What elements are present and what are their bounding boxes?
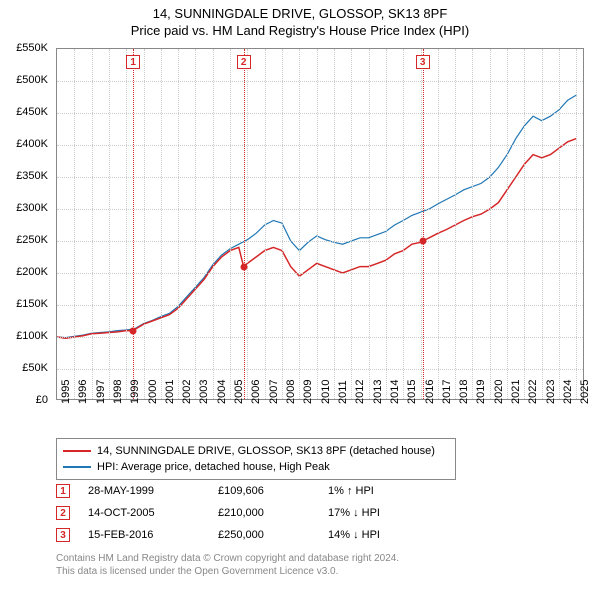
sale-marker-1-icon: 1 (56, 484, 70, 498)
attribution-line-1: Contains HM Land Registry data © Crown c… (56, 552, 399, 565)
x-tick-label: 2020 (493, 380, 505, 404)
legend-label-hpi: HPI: Average price, detached house, High… (97, 461, 330, 473)
sale-row-3: 3 15-FEB-2016 £250,000 14% ↓ HPI (56, 524, 438, 546)
y-tick-label: £150K (16, 298, 48, 310)
sale-row-1: 1 28-MAY-1999 £109,606 1% ↑ HPI (56, 480, 438, 502)
y-tick-label: £200K (16, 266, 48, 278)
x-tick-label: 2007 (268, 380, 280, 404)
x-tick-label: 2015 (406, 380, 418, 404)
sale-marker-box: 2 (237, 55, 251, 69)
y-tick-label: £300K (16, 202, 48, 214)
sale-marker-box: 3 (416, 55, 430, 69)
sale-marker-box: 1 (126, 55, 140, 69)
sale-date-2: 14-OCT-2005 (88, 507, 218, 519)
sale-marker-dot (130, 327, 137, 334)
x-tick-label: 2018 (458, 380, 470, 404)
title-block: 14, SUNNINGDALE DRIVE, GLOSSOP, SK13 8PF… (0, 0, 600, 40)
x-tick-label: 2009 (302, 380, 314, 404)
sale-price-3: £250,000 (218, 529, 328, 541)
x-tick-label: 2000 (147, 380, 159, 404)
title-line-1: 14, SUNNINGDALE DRIVE, GLOSSOP, SK13 8PF (0, 6, 600, 23)
y-axis-labels: £0£50K£100K£150K£200K£250K£300K£350K£400… (0, 48, 52, 400)
title-line-2: Price paid vs. HM Land Registry's House … (0, 23, 600, 40)
x-tick-label: 2019 (475, 380, 487, 404)
legend-swatch-hpi (63, 466, 91, 468)
x-tick-label: 2021 (510, 380, 522, 404)
sale-date-3: 15-FEB-2016 (88, 529, 218, 541)
x-tick-label: 2023 (545, 380, 557, 404)
legend-label-address: 14, SUNNINGDALE DRIVE, GLOSSOP, SK13 8PF… (97, 445, 435, 457)
y-tick-label: £550K (16, 42, 48, 54)
x-tick-label: 2008 (285, 380, 297, 404)
x-tick-label: 2025 (579, 380, 591, 404)
x-tick-label: 1995 (60, 380, 72, 404)
y-tick-label: £250K (16, 234, 48, 246)
sale-delta-3: 14% ↓ HPI (328, 529, 438, 541)
x-tick-label: 2005 (233, 380, 245, 404)
sale-delta-2: 17% ↓ HPI (328, 507, 438, 519)
y-tick-label: £50K (22, 362, 48, 374)
x-tick-label: 2010 (320, 380, 332, 404)
legend-row-address: 14, SUNNINGDALE DRIVE, GLOSSOP, SK13 8PF… (63, 443, 449, 459)
y-tick-label: £100K (16, 330, 48, 342)
x-tick-label: 2024 (562, 380, 574, 404)
chart-svg (57, 49, 583, 399)
x-tick-label: 1997 (95, 380, 107, 404)
sale-row-2: 2 14-OCT-2005 £210,000 17% ↓ HPI (56, 502, 438, 524)
y-tick-label: £400K (16, 138, 48, 150)
x-tick-label: 2001 (164, 380, 176, 404)
sale-marker-2-icon: 2 (56, 506, 70, 520)
sale-price-1: £109,606 (218, 485, 328, 497)
y-tick-label: £0 (36, 394, 48, 406)
x-tick-label: 2002 (181, 380, 193, 404)
sale-price-2: £210,000 (218, 507, 328, 519)
x-tick-label: 2003 (198, 380, 210, 404)
x-tick-label: 1998 (112, 380, 124, 404)
page: 14, SUNNINGDALE DRIVE, GLOSSOP, SK13 8PF… (0, 0, 600, 590)
x-tick-label: 2006 (250, 380, 262, 404)
x-tick-label: 2004 (216, 380, 228, 404)
sale-marker-dot (240, 263, 247, 270)
attribution-line-2: This data is licensed under the Open Gov… (56, 565, 399, 578)
sales-table: 1 28-MAY-1999 £109,606 1% ↑ HPI 2 14-OCT… (56, 480, 438, 546)
y-tick-label: £500K (16, 74, 48, 86)
legend-swatch-address (63, 450, 91, 452)
legend-row-hpi: HPI: Average price, detached house, High… (63, 459, 449, 475)
sale-delta-1: 1% ↑ HPI (328, 485, 438, 497)
sale-date-1: 28-MAY-1999 (88, 485, 218, 497)
x-tick-label: 1996 (77, 380, 89, 404)
x-tick-label: 2016 (424, 380, 436, 404)
x-tick-label: 2013 (372, 380, 384, 404)
x-tick-label: 2014 (389, 380, 401, 404)
y-tick-label: £350K (16, 170, 48, 182)
chart-area: 1 2 3 (56, 48, 584, 400)
x-tick-label: 2012 (354, 380, 366, 404)
legend: 14, SUNNINGDALE DRIVE, GLOSSOP, SK13 8PF… (56, 438, 456, 480)
x-tick-label: 1999 (129, 380, 141, 404)
x-axis-labels: 1995199619971998199920002001200220032004… (56, 402, 584, 442)
attribution: Contains HM Land Registry data © Crown c… (56, 552, 399, 578)
y-tick-label: £450K (16, 106, 48, 118)
sale-marker-3-icon: 3 (56, 528, 70, 542)
x-tick-label: 2011 (337, 380, 349, 404)
x-tick-label: 2017 (441, 380, 453, 404)
x-tick-label: 2022 (527, 380, 539, 404)
sale-marker-dot (419, 238, 426, 245)
